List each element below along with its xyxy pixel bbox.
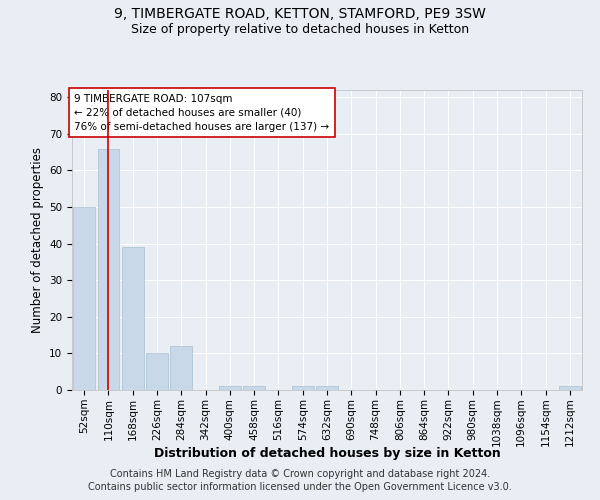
Text: Size of property relative to detached houses in Ketton: Size of property relative to detached ho… [131,22,469,36]
Text: Contains HM Land Registry data © Crown copyright and database right 2024.
Contai: Contains HM Land Registry data © Crown c… [88,470,512,492]
Bar [122,248,143,390]
Text: Distribution of detached houses by size in Ketton: Distribution of detached houses by size … [154,448,500,460]
Bar [97,148,119,390]
Y-axis label: Number of detached properties: Number of detached properties [31,147,44,333]
Bar [316,386,338,390]
Bar [146,354,168,390]
Bar [559,386,581,390]
Bar [73,207,95,390]
Bar [219,386,241,390]
Text: 9 TIMBERGATE ROAD: 107sqm
← 22% of detached houses are smaller (40)
76% of semi-: 9 TIMBERGATE ROAD: 107sqm ← 22% of detac… [74,94,329,132]
Bar [243,386,265,390]
Bar [292,386,314,390]
Text: 9, TIMBERGATE ROAD, KETTON, STAMFORD, PE9 3SW: 9, TIMBERGATE ROAD, KETTON, STAMFORD, PE… [114,8,486,22]
Bar [170,346,192,390]
